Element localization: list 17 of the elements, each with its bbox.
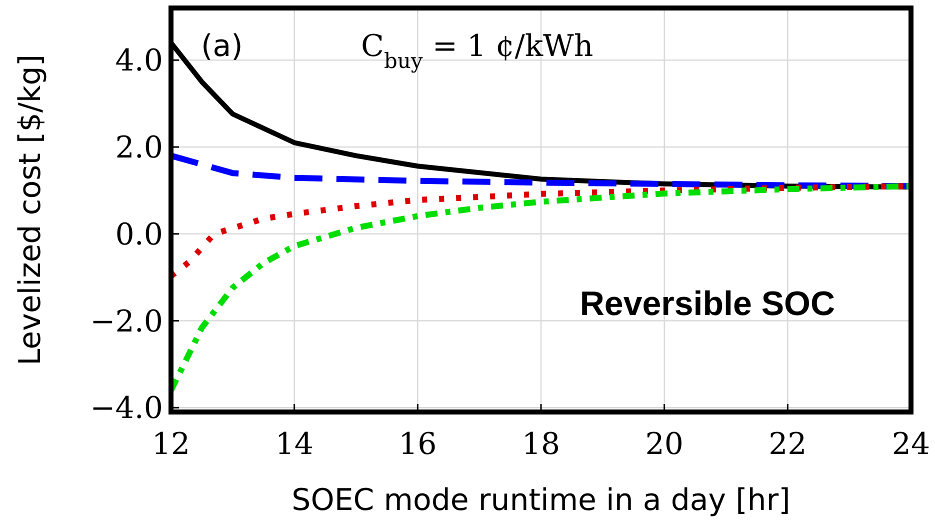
annotation: Reversible SOC: [580, 285, 835, 323]
y-tick-label: 4.0: [115, 44, 163, 79]
x-tick-label: 18: [522, 427, 560, 462]
x-tick-label: 20: [645, 427, 684, 462]
y-tick-label: 2.0: [115, 130, 163, 166]
x-tick-label: 16: [398, 427, 437, 462]
y-axis-title: Levelized cost [$/kg]: [13, 54, 48, 366]
x-tick-label: 24: [892, 427, 930, 462]
x-axis-title: SOEC mode runtime in a day [hr]: [292, 483, 790, 518]
y-tick-label: 0.0: [115, 217, 163, 252]
x-tick-label: 12: [152, 427, 190, 462]
y-tick-label: −4.0: [90, 391, 163, 426]
y-tick-label: −2.0: [90, 304, 163, 340]
x-tick-label: 22: [768, 427, 807, 462]
annotation: C$_{buy}$ = 1 ¢/kWh: [361, 29, 594, 73]
annotation: (a): [201, 29, 243, 64]
x-tick-label: 14: [275, 427, 314, 462]
